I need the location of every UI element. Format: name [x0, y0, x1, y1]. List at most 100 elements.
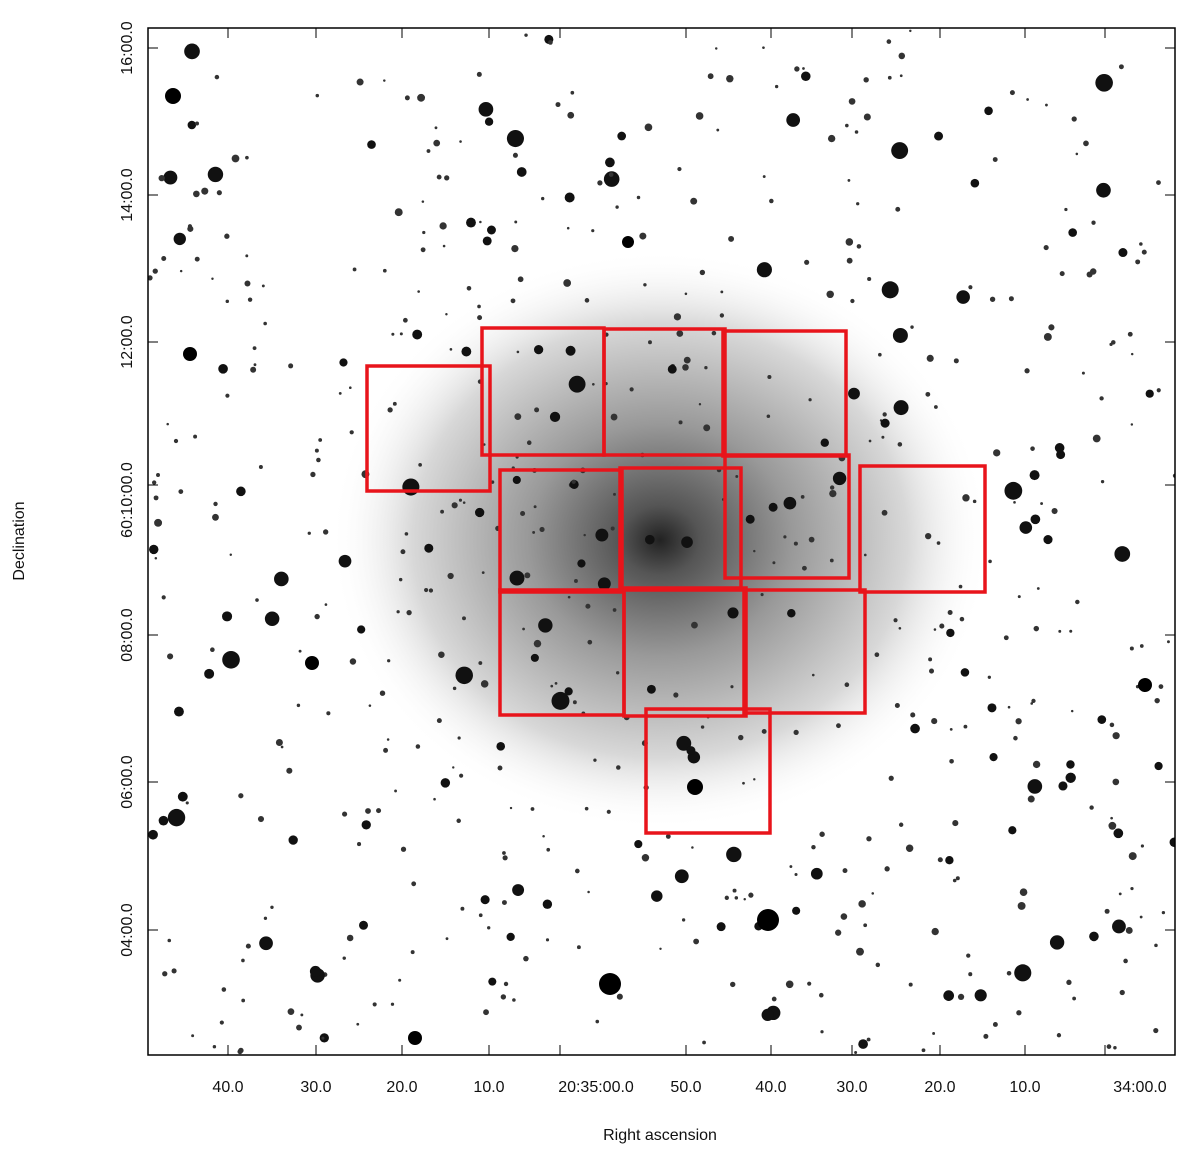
- star: [418, 462, 422, 467]
- star: [766, 414, 771, 419]
- star: [665, 834, 671, 839]
- star: [597, 180, 603, 186]
- star: [566, 226, 570, 230]
- star: [925, 532, 932, 540]
- x-axis-label: Right ascension: [603, 1127, 717, 1144]
- star: [477, 304, 481, 309]
- star: [524, 33, 528, 37]
- star: [1043, 245, 1049, 251]
- star: [183, 347, 197, 361]
- star: [372, 1002, 377, 1007]
- star: [783, 535, 787, 539]
- star: [651, 890, 663, 902]
- star: [1040, 502, 1044, 505]
- star: [616, 765, 621, 770]
- star: [1127, 331, 1133, 337]
- star: [400, 549, 406, 555]
- star: [1064, 207, 1068, 212]
- star: [1013, 735, 1018, 741]
- star: [511, 244, 519, 253]
- star: [1161, 910, 1166, 915]
- star: [587, 639, 593, 645]
- star: [968, 972, 973, 977]
- star: [753, 549, 756, 553]
- star: [449, 348, 453, 351]
- star: [636, 195, 641, 200]
- star: [258, 465, 263, 470]
- star: [497, 765, 503, 771]
- star: [1019, 521, 1033, 534]
- star: [445, 937, 449, 941]
- star: [730, 981, 736, 988]
- star: [966, 953, 971, 958]
- star: [648, 340, 652, 345]
- star: [676, 330, 684, 337]
- star: [541, 196, 545, 201]
- star: [892, 327, 908, 343]
- star: [257, 815, 265, 823]
- star: [676, 735, 692, 751]
- star: [895, 206, 901, 212]
- star: [1075, 152, 1079, 156]
- star: [549, 411, 561, 423]
- star: [716, 128, 720, 132]
- star: [187, 120, 197, 130]
- star: [847, 179, 851, 182]
- star: [678, 420, 683, 425]
- x-tick-label: 30.0: [836, 1079, 867, 1096]
- star: [699, 269, 706, 276]
- star: [275, 739, 283, 747]
- star: [392, 401, 397, 406]
- star: [459, 140, 462, 143]
- star: [783, 496, 797, 510]
- star: [983, 1033, 989, 1039]
- star: [875, 962, 881, 968]
- star: [844, 682, 850, 688]
- star: [1145, 389, 1154, 398]
- star: [219, 1020, 224, 1025]
- star: [868, 439, 872, 443]
- star: [993, 449, 1001, 457]
- star: [801, 71, 811, 81]
- star: [512, 152, 518, 158]
- star: [955, 876, 960, 881]
- star: [1119, 989, 1125, 996]
- star: [1125, 927, 1133, 934]
- star: [720, 290, 724, 294]
- star: [641, 854, 650, 862]
- star: [1066, 979, 1072, 985]
- star: [1112, 919, 1126, 934]
- star: [793, 729, 799, 736]
- star: [222, 650, 240, 669]
- star: [398, 577, 403, 582]
- star: [848, 387, 860, 400]
- star: [1029, 470, 1040, 481]
- star: [516, 167, 527, 177]
- star: [163, 170, 178, 185]
- star: [241, 998, 246, 1003]
- star: [166, 422, 169, 426]
- star: [756, 262, 772, 278]
- star: [639, 232, 647, 240]
- star: [933, 628, 937, 631]
- star: [897, 442, 903, 447]
- star: [793, 541, 798, 546]
- star: [222, 611, 233, 622]
- star: [216, 190, 222, 196]
- star: [910, 325, 914, 329]
- star: [261, 284, 265, 288]
- star: [185, 801, 189, 805]
- star: [523, 955, 529, 962]
- star: [617, 131, 627, 141]
- star: [247, 297, 253, 302]
- star: [238, 793, 244, 799]
- star: [603, 171, 620, 187]
- star: [926, 354, 934, 362]
- star: [742, 781, 745, 785]
- star: [727, 607, 739, 619]
- star: [462, 616, 466, 621]
- star: [387, 407, 393, 413]
- star: [984, 106, 993, 116]
- field-box: [644, 707, 772, 835]
- star: [707, 73, 714, 80]
